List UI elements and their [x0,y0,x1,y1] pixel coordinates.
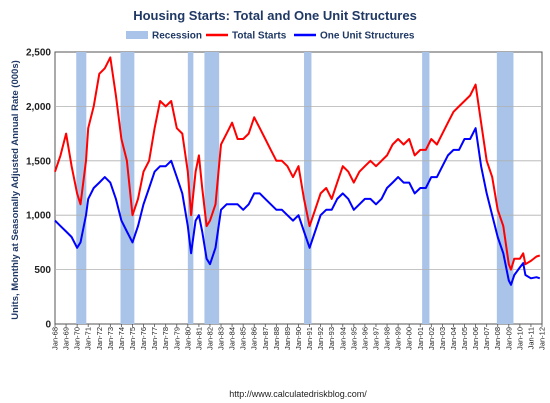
y-tick-label: 2,500 [26,48,51,59]
recession-band-1 [120,52,135,324]
x-tick-label: Jan-88 [272,327,281,350]
x-tick-label: Jan-10 [515,327,524,350]
x-tick-label: Jan-93 [327,327,336,350]
x-tick-label: Jan-74 [117,327,126,350]
x-tick-label: Jan-84 [228,327,237,350]
x-tick-label: Jan-08 [493,327,502,350]
x-tick-label: Jan-01 [416,327,425,350]
recession-band-2 [187,52,194,324]
x-tick-label: Jan-86 [250,327,259,350]
x-tick-label: Jan-92 [316,327,325,350]
x-tick-label: Jan-81 [194,327,203,350]
x-tick-label: Jan-78 [161,327,170,350]
x-tick-label: Jan-83 [217,327,226,350]
x-tick-label: Jan-77 [150,327,159,350]
y-tick-label: 1,500 [26,156,51,167]
x-tick-label: Jan-85 [239,327,248,350]
x-tick-label: Jan-90 [294,327,303,350]
recession-band-4 [304,52,312,324]
series-line-one-unit-structures [54,127,541,286]
x-tick-label: Jan-97 [372,327,381,350]
chart-title: Housing Starts: Total and One Unit Struc… [133,8,417,23]
x-tick-label: Jan-06 [471,327,480,350]
y-tick-label: 0 [45,320,51,331]
recession-band-6 [496,52,514,324]
recession-band-3 [204,52,220,324]
x-tick-label: Jan-68 [51,327,60,350]
y-axis-ticks: 0 500 1,000 1,500 2,000 2,500 [26,48,51,331]
x-tick-label: Jan-95 [349,327,358,350]
x-tick-label: Jan-91 [305,327,314,350]
x-tick-label: Jan-09 [504,327,513,350]
x-tick-label: Jan-72 [95,327,104,350]
x-tick-label: Jan-02 [427,327,436,350]
x-tick-label: Jan-12 [538,327,547,350]
legend-label: Recession [152,31,202,42]
x-tick-label: Jan-89 [283,327,292,350]
x-tick-label: Jan-11 [526,327,535,349]
y-tick-label: 2,000 [26,102,51,113]
source-url: http://www.calculatedriskblog.com/ [229,389,367,399]
x-tick-label: Jan-71 [84,327,93,350]
x-tick-label: Jan-04 [449,327,458,350]
x-tick-label: Jan-79 [172,327,181,350]
x-tick-label: Jan-05 [460,327,469,350]
series-line-total-starts [54,56,541,271]
x-tick-label: Jan-03 [438,327,447,350]
x-tick-label: Jan-73 [106,327,115,350]
x-tick-label: Jan-80 [183,327,192,350]
legend-label: One Unit Structures [320,31,415,42]
x-tick-label: Jan-70 [73,327,82,350]
x-tick-label: Jan-99 [394,327,403,350]
x-tick-label: Jan-76 [139,327,148,350]
y-tick-label: 500 [34,265,51,276]
x-tick-label: Jan-94 [338,327,347,350]
x-tick-label: Jan-07 [482,327,491,350]
x-tick-label: Jan-98 [383,327,392,350]
legend-label: Total Starts [232,31,287,42]
x-tick-label: Jan-75 [128,327,137,350]
legend-swatch-recession [126,31,148,39]
x-tick-label: Jan-96 [360,327,369,350]
chart-legend: Recession Total Starts One Unit Structures [126,31,415,42]
x-tick-label: Jan-82 [206,327,215,350]
x-tick-label: Jan-00 [405,327,414,350]
grid-lines [55,106,542,271]
x-axis-ticks: Jan-68 Jan-69 Jan-70 Jan-71 Jan-72 Jan-73 Jan-… [51,324,547,350]
y-tick-label: 1,000 [26,211,51,222]
x-tick-label: Jan-87 [261,327,270,350]
plot-area [54,51,543,325]
recession-band-0 [76,52,87,324]
y-axis-label: Units, Monthly at Seasonally Adjusted An… [10,60,21,320]
x-tick-label: Jan-69 [62,327,71,350]
series-lines [54,56,541,286]
